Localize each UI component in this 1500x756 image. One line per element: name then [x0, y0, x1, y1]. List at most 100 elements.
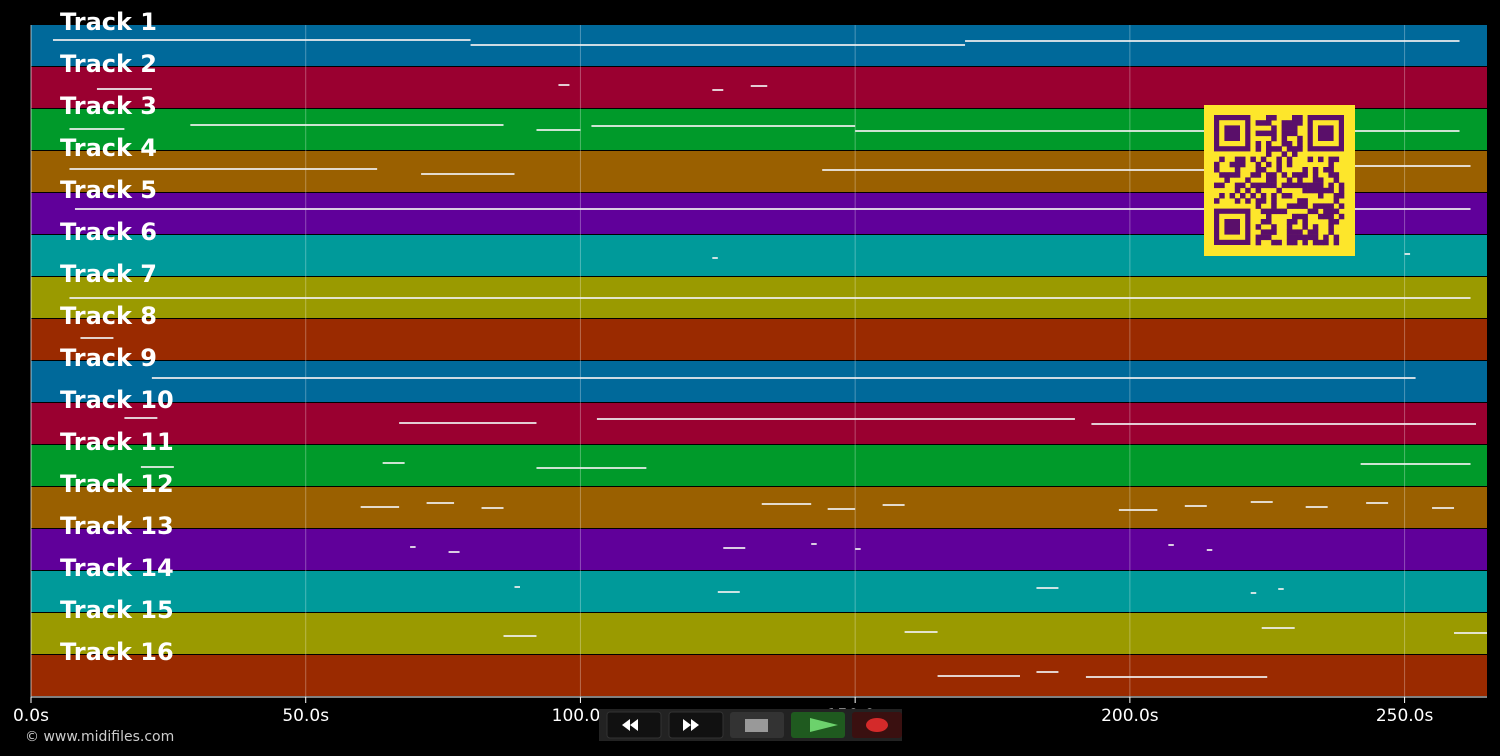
qr-module [1297, 120, 1303, 126]
qr-module [1307, 208, 1314, 215]
qr-module [1333, 156, 1340, 163]
qr-module [1260, 229, 1267, 235]
qr-module [1302, 187, 1308, 194]
qr-module [1281, 125, 1288, 131]
qr-module [1307, 156, 1314, 163]
stop-button[interactable] [730, 712, 784, 738]
qr-module [1297, 234, 1303, 241]
qr-module [1234, 161, 1241, 168]
qr-module [1266, 229, 1272, 235]
qr-module [1328, 182, 1334, 189]
record-button[interactable] [852, 712, 902, 738]
qr-module [1323, 234, 1329, 241]
qr-module [1240, 161, 1246, 168]
qr-module [1266, 208, 1272, 215]
qr-module [1271, 130, 1277, 137]
qr-module [1318, 239, 1324, 246]
qr-module [1302, 219, 1308, 225]
qr-module [1338, 203, 1345, 209]
qr-module [1333, 208, 1340, 215]
qr-module [1255, 167, 1262, 173]
qr-module [1255, 234, 1262, 241]
qr-module [1255, 198, 1262, 204]
note [426, 502, 455, 504]
qr-module [1255, 130, 1262, 137]
qr-module [1266, 219, 1272, 225]
note [937, 675, 1020, 677]
qr-module [1229, 161, 1236, 168]
qr-module [1260, 182, 1267, 189]
qr-module [1255, 172, 1262, 178]
qr-module [1302, 172, 1308, 178]
qr-module [1250, 193, 1256, 199]
qr-module [1234, 156, 1241, 163]
note [904, 631, 938, 633]
qr-module [1234, 172, 1241, 178]
qr-module [1297, 213, 1303, 220]
track-label: Track 8 [60, 302, 157, 330]
note [80, 337, 114, 339]
note [514, 586, 520, 588]
note [1250, 501, 1273, 503]
qr-module [1286, 224, 1293, 230]
qr-module [1328, 219, 1334, 225]
qr-module [1312, 224, 1319, 230]
qr-module [1312, 182, 1319, 189]
qr-module [1286, 193, 1293, 199]
qr-module [1333, 177, 1340, 183]
qr-module [1281, 172, 1288, 178]
play-button[interactable] [791, 712, 845, 738]
track-label: Track 16 [60, 638, 174, 666]
qr-module [1297, 135, 1303, 142]
qr-module [1333, 239, 1340, 246]
fast-forward-button[interactable] [668, 711, 724, 739]
qr-module [1260, 167, 1267, 173]
qr-module [1255, 224, 1262, 230]
track-row [31, 529, 1487, 570]
notes [52, 39, 1487, 678]
qr-module [1281, 208, 1288, 215]
track-label: Track 15 [60, 596, 174, 624]
track-label: Track 6 [60, 218, 157, 246]
qr-module [1271, 177, 1277, 183]
qr-module [1266, 177, 1272, 183]
qr-code [1204, 105, 1355, 256]
qr-module [1240, 193, 1246, 199]
qr-module [1250, 172, 1256, 178]
qr-module [1312, 234, 1319, 241]
qr-module [1255, 146, 1262, 152]
qr-module [1297, 198, 1303, 204]
qr-module [1312, 239, 1319, 246]
qr-module [1214, 182, 1220, 189]
note [1261, 627, 1295, 629]
qr-module [1276, 156, 1282, 163]
qr-module [1281, 135, 1288, 142]
note [69, 128, 125, 130]
qr-module [1328, 213, 1334, 220]
rewind-button[interactable] [606, 711, 662, 739]
qr-module [1255, 239, 1262, 246]
qr-module [1333, 219, 1340, 225]
qr-module [1297, 141, 1303, 147]
track-row [31, 67, 1487, 108]
qr-module [1292, 120, 1298, 126]
qr-module [1338, 187, 1345, 194]
note [596, 418, 1075, 420]
qr-module [1260, 208, 1267, 215]
qr-module [1214, 161, 1220, 168]
qr-module [1271, 193, 1277, 199]
qr-module [1318, 156, 1324, 163]
copyright: © www.midifiles.com [25, 729, 174, 745]
qr-module [1266, 141, 1272, 147]
qr-module [1229, 193, 1236, 199]
x-tick-label: 50.0s [282, 706, 329, 726]
note [503, 635, 537, 637]
qr-module [1338, 213, 1345, 220]
note [1184, 505, 1207, 507]
qr-module [1297, 115, 1303, 121]
qr-module [1323, 167, 1329, 173]
note [399, 422, 537, 424]
note [470, 44, 966, 46]
